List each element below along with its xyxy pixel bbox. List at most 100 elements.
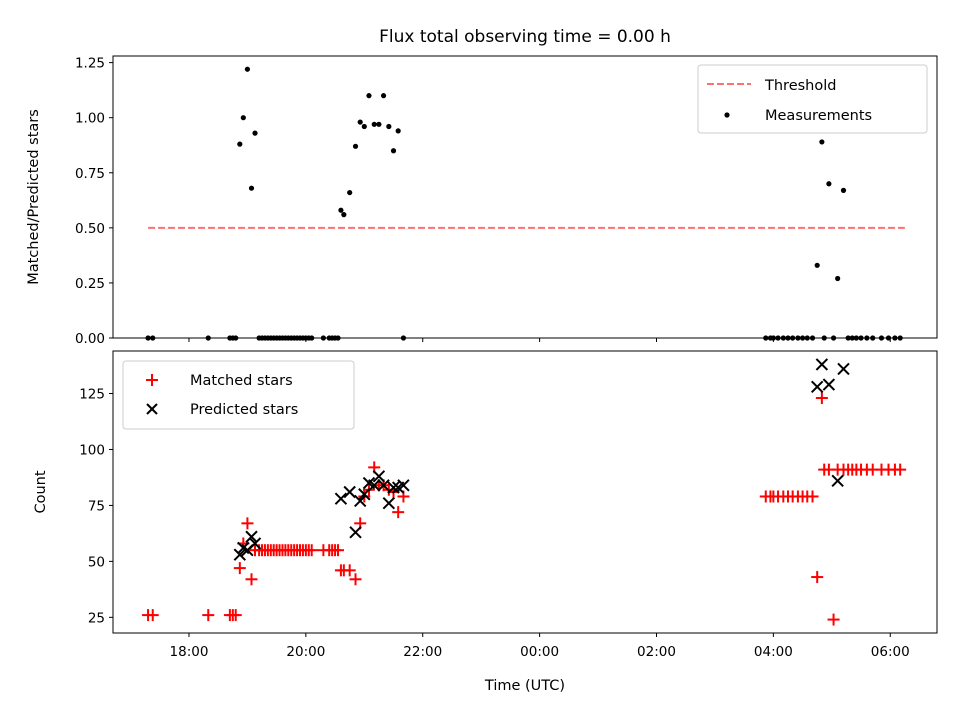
bottom-xtick-label: 18:00 bbox=[170, 644, 209, 660]
predicted-star-point bbox=[837, 362, 850, 376]
measurement-point bbox=[357, 119, 363, 125]
matched-star-point bbox=[331, 544, 344, 557]
predicted-star-point bbox=[810, 380, 824, 394]
top-ytick-label: 0.75 bbox=[75, 166, 105, 182]
matched-star-point bbox=[241, 517, 254, 530]
measurement-point bbox=[835, 275, 841, 282]
measurement-point bbox=[338, 207, 344, 213]
measurement-point bbox=[376, 121, 382, 127]
bottom-ytick-label: 75 bbox=[88, 498, 105, 514]
top-ytick-label: 1.00 bbox=[75, 111, 105, 127]
legend-measurements-label: Measurements bbox=[765, 108, 872, 124]
measurement-point bbox=[237, 141, 243, 147]
legend-threshold-label: Threshold bbox=[764, 78, 836, 94]
top-ytick-label: 1.25 bbox=[75, 56, 105, 72]
predicted-star-point bbox=[822, 378, 836, 391]
measurement-point bbox=[248, 185, 255, 191]
legend-predicted-label: Predicted stars bbox=[190, 402, 298, 418]
top-y-axis-label: Matched/Predicted stars bbox=[26, 109, 42, 285]
legend-matched-swatch bbox=[146, 374, 158, 386]
predicted-star-point bbox=[358, 488, 371, 501]
measurement-point bbox=[814, 262, 820, 268]
top-axes: 0.00 0.25 0.50 0.75 1.00 1.25 Matched/Predict… bbox=[26, 55, 938, 347]
bottom-xtick-label: 04:00 bbox=[754, 644, 793, 660]
predicted-star-point bbox=[387, 481, 400, 494]
predicted-star-point bbox=[343, 485, 356, 499]
bottom-ytick-label: 25 bbox=[88, 610, 105, 626]
measurement-point bbox=[386, 123, 392, 130]
measurement-point bbox=[347, 189, 353, 196]
bottom-legend: Matched stars Predicted stars bbox=[122, 360, 355, 430]
bottom-xtick-label: 02:00 bbox=[637, 644, 676, 660]
predicted-star-point bbox=[831, 474, 844, 488]
predicted-star-point bbox=[349, 526, 362, 539]
matched-star-point bbox=[806, 490, 819, 503]
measurement-point bbox=[390, 148, 397, 154]
measurement-point bbox=[366, 93, 372, 99]
bottom-axes: 25 50 75 100 125 18:00 20:00 22:00 00:00 02:00 04:… bbox=[33, 350, 938, 694]
top-ytick-label: 0.00 bbox=[75, 331, 105, 347]
predicted-star-point bbox=[233, 548, 247, 561]
bottom-axes-frame bbox=[112, 350, 938, 634]
measurement-point bbox=[395, 128, 401, 134]
predicted-star-point bbox=[372, 470, 386, 483]
predicted-star-point bbox=[377, 479, 390, 492]
top-ytick-label: 0.25 bbox=[75, 276, 105, 292]
measurement-point bbox=[244, 66, 251, 72]
matched-star-point bbox=[349, 573, 362, 586]
matched-star-point bbox=[894, 463, 907, 476]
measurement-point bbox=[240, 115, 246, 121]
measurement-point bbox=[361, 123, 367, 130]
predicted-star-point bbox=[815, 358, 829, 371]
predicted-star-point bbox=[245, 530, 258, 543]
measurement-point bbox=[826, 181, 832, 187]
measurement-point bbox=[371, 121, 377, 127]
bottom-legend-box bbox=[122, 360, 355, 430]
matched-star-point bbox=[245, 573, 258, 586]
matched-star-point bbox=[811, 571, 824, 584]
legend-predicted-swatch bbox=[146, 403, 158, 415]
predicted-star-point bbox=[382, 496, 396, 510]
matched-star-point bbox=[233, 562, 246, 575]
bottom-ytick-label: 125 bbox=[79, 387, 105, 403]
top-legend-box bbox=[697, 64, 928, 134]
bottom-ytick-label: 50 bbox=[88, 554, 105, 570]
top-axes-frame bbox=[112, 55, 938, 339]
predicted-star-point bbox=[248, 537, 262, 550]
top-legend: Threshold Measurements bbox=[697, 64, 928, 134]
measurement-point bbox=[380, 93, 387, 99]
bottom-xtick-label: 06:00 bbox=[871, 644, 910, 660]
bottom-xtick-label: 20:00 bbox=[286, 644, 325, 660]
predicted-star-point bbox=[353, 494, 367, 508]
legend-measurements-swatch bbox=[724, 112, 730, 118]
bottom-xtick-label: 00:00 bbox=[520, 644, 559, 660]
measurement-point bbox=[341, 212, 347, 218]
predicted-star-point bbox=[397, 479, 410, 492]
top-points bbox=[145, 66, 903, 341]
measurement-point bbox=[352, 143, 359, 149]
predicted-star-point bbox=[334, 492, 348, 505]
measurement-point bbox=[840, 187, 847, 193]
matched-star-point bbox=[202, 609, 215, 622]
top-ticks: 0.00 0.25 0.50 0.75 1.00 1.25 bbox=[75, 56, 891, 347]
bottom-y-axis-label: Count bbox=[33, 470, 49, 513]
legend-matched-label: Matched stars bbox=[190, 373, 293, 389]
bottom-ticks: 25 50 75 100 125 18:00 20:00 22:00 00:00 02:00 04:… bbox=[79, 387, 909, 660]
bottom-xtick-label: 22:00 bbox=[403, 644, 442, 660]
matched-star-point bbox=[392, 506, 405, 519]
matched-star-point bbox=[815, 392, 828, 404]
chart-title: Flux total observing time = 0.00 h bbox=[379, 27, 671, 47]
matched-star-point bbox=[305, 544, 318, 557]
matched-star-point bbox=[229, 609, 242, 622]
measurement-point bbox=[252, 130, 258, 136]
bottom-points bbox=[142, 358, 907, 626]
bottom-ytick-label: 100 bbox=[79, 442, 105, 458]
predicted-star-point bbox=[368, 479, 381, 492]
measurement-point bbox=[819, 139, 825, 145]
matched-star-point bbox=[343, 564, 356, 577]
x-axis-label: Time (UTC) bbox=[484, 678, 565, 694]
matched-star-point bbox=[146, 609, 159, 622]
matched-star-point bbox=[827, 613, 840, 626]
top-ytick-label: 0.50 bbox=[75, 221, 105, 237]
